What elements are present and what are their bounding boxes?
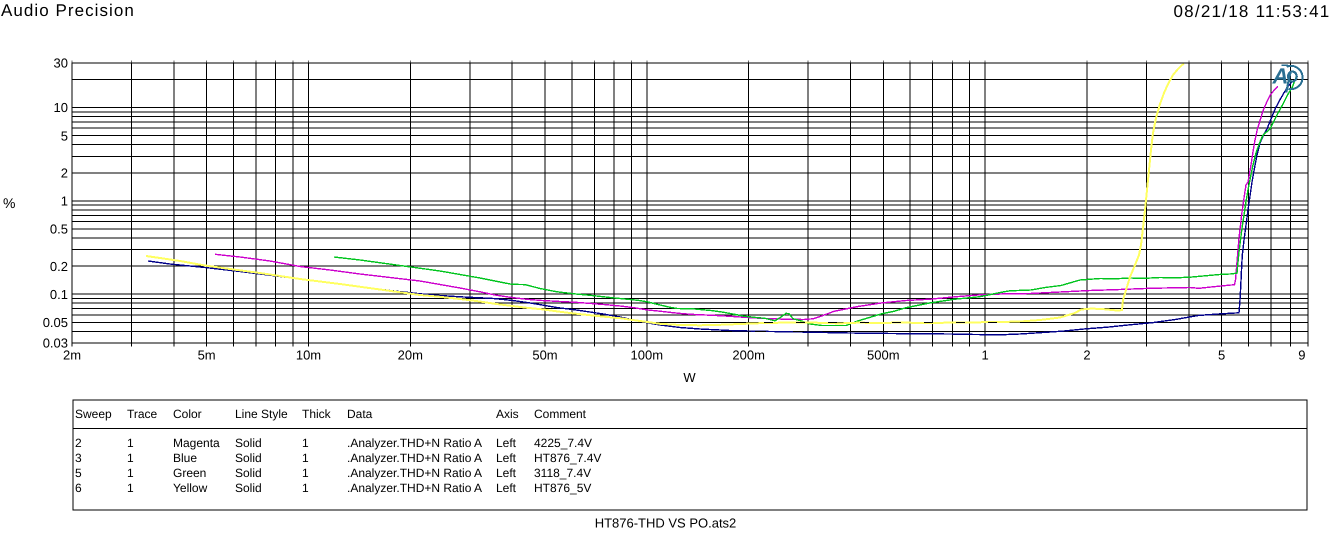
svg-text:1: 1 [302,481,309,495]
svg-text:1: 1 [127,436,134,450]
svg-text:Sweep: Sweep [75,407,112,421]
svg-text:HT876_7.4V: HT876_7.4V [534,451,601,465]
svg-text:200m: 200m [732,348,765,363]
svg-text:9: 9 [1298,348,1305,363]
svg-text:Audio Precision: Audio Precision [1,1,135,20]
svg-text:1: 1 [302,436,309,450]
svg-text:500m: 500m [867,348,900,363]
svg-text:W: W [683,370,696,385]
svg-text:Left: Left [496,436,517,450]
svg-text:.Analyzer.THD+N Ratio A: .Analyzer.THD+N Ratio A [347,466,482,480]
svg-text:4225_7.4V: 4225_7.4V [534,436,592,450]
svg-text:2: 2 [1083,348,1090,363]
svg-text:.Analyzer.THD+N Ratio A: .Analyzer.THD+N Ratio A [347,451,482,465]
svg-text:Solid: Solid [235,451,262,465]
svg-text:Line Style: Line Style [235,407,288,421]
svg-text:0.5: 0.5 [50,222,68,237]
svg-text:Left: Left [496,451,517,465]
svg-text:Blue: Blue [173,451,197,465]
svg-text:Green: Green [173,466,206,480]
svg-text:Axis: Axis [496,407,519,421]
svg-text:10m: 10m [296,348,321,363]
svg-text:HT876_5V: HT876_5V [534,481,591,495]
svg-text:Magenta: Magenta [173,436,220,450]
svg-text:1: 1 [302,466,309,480]
svg-text:2: 2 [75,436,82,450]
svg-text:Color: Color [173,407,202,421]
svg-text:2: 2 [61,166,68,181]
svg-text:Thick: Thick [302,407,332,421]
svg-text:A: A [1272,64,1289,89]
svg-text:50m: 50m [532,348,557,363]
svg-text:Data: Data [347,407,373,421]
svg-text:1: 1 [127,466,134,480]
svg-text:Solid: Solid [235,436,262,450]
svg-text:1: 1 [302,451,309,465]
svg-text:Left: Left [496,466,517,480]
svg-text:Solid: Solid [235,481,262,495]
svg-text:Yellow: Yellow [173,481,208,495]
svg-text:0.05: 0.05 [43,315,68,330]
svg-text:6: 6 [75,481,82,495]
svg-text:.Analyzer.THD+N Ratio A: .Analyzer.THD+N Ratio A [347,436,482,450]
svg-text:10: 10 [54,100,68,115]
svg-text:2m: 2m [63,348,81,363]
svg-text:Comment: Comment [534,407,587,421]
svg-text:3: 3 [75,451,82,465]
svg-text:HT876-THD VS PO.ats2: HT876-THD VS PO.ats2 [595,516,737,531]
svg-text:5: 5 [75,466,82,480]
svg-text:100m: 100m [631,348,664,363]
svg-text:5: 5 [1218,348,1225,363]
svg-text:.Analyzer.THD+N Ratio A: .Analyzer.THD+N Ratio A [347,481,482,495]
svg-text:1: 1 [61,194,68,209]
svg-text:Trace: Trace [127,407,158,421]
svg-text:0.1: 0.1 [50,287,68,302]
svg-text:Left: Left [496,481,517,495]
svg-text:1: 1 [981,348,988,363]
svg-text:0.2: 0.2 [50,259,68,274]
svg-text:5m: 5m [198,348,216,363]
svg-text:0.03: 0.03 [43,336,68,351]
svg-text:08/21/18 11:53:41: 08/21/18 11:53:41 [1173,2,1330,21]
svg-text:5: 5 [61,128,68,143]
svg-text:%: % [3,195,15,211]
svg-text:30: 30 [54,56,68,71]
svg-text:20m: 20m [398,348,423,363]
svg-text:1: 1 [127,481,134,495]
svg-text:1: 1 [127,451,134,465]
svg-text:3118_7.4V: 3118_7.4V [534,466,591,480]
svg-text:Solid: Solid [235,466,262,480]
